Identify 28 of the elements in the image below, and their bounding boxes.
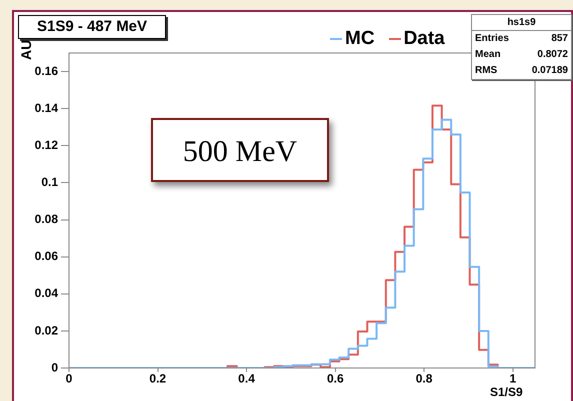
y-tick-label: 0.1 bbox=[41, 175, 58, 190]
x-axis-title: S1/S9 bbox=[490, 385, 523, 399]
x-tick-label: 0.8 bbox=[416, 372, 433, 386]
annotation: RMS bbox=[475, 64, 498, 78]
legend-label: Data bbox=[402, 28, 445, 50]
annotation: 0.07189 bbox=[532, 64, 568, 78]
y-tick-label: 0.02 bbox=[34, 323, 58, 338]
y-tick-label: 0.14 bbox=[34, 100, 58, 115]
text: Entries bbox=[475, 32, 509, 46]
legend-label: MC bbox=[344, 28, 375, 50]
annotation: Mean bbox=[475, 48, 501, 62]
x-tick-label: 1 bbox=[509, 372, 516, 386]
y-tick-label: 0.16 bbox=[34, 64, 58, 78]
y-tick-label: 0.12 bbox=[34, 138, 58, 152]
chart-title: S1S9 - 487 MeV bbox=[18, 15, 166, 39]
y-tick-label: 0.04 bbox=[34, 286, 58, 300]
text: 0.8072 bbox=[537, 48, 568, 62]
text: 857 bbox=[551, 32, 568, 46]
x-tick-label: 0 bbox=[66, 372, 73, 386]
annotation: 500 MeV bbox=[151, 118, 329, 182]
x-tick-label: 0.4 bbox=[238, 372, 256, 386]
x-tick-label: 0.6 bbox=[326, 372, 344, 386]
text: hs1s9 bbox=[472, 15, 571, 31]
y-tick-label: 0.08 bbox=[34, 212, 58, 226]
y-tick-label: 0 bbox=[51, 360, 58, 374]
y-tick-label: 0.06 bbox=[34, 249, 58, 264]
x-tick-label: 0.2 bbox=[149, 372, 166, 386]
y-axis-title: AU bbox=[18, 40, 34, 60]
